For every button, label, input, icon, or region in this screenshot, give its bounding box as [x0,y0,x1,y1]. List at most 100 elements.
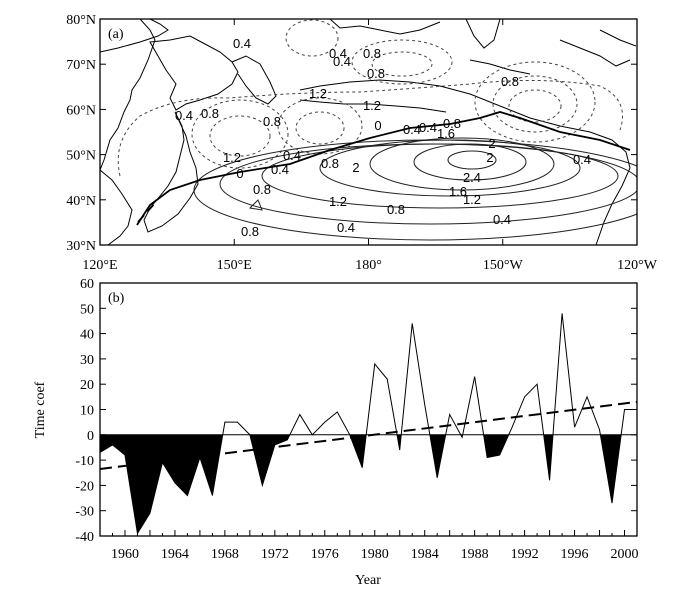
contour-label: 0.4 [573,152,591,167]
lon-tick-label: 120°E [82,258,117,273]
chart-panel-label: (b) [108,291,125,306]
y-tick-label: 0 [87,429,94,444]
contour-label: 1.2 [463,192,481,207]
contour-label: 0.4 [283,148,301,163]
y-tick-label: 60 [80,277,94,292]
contour-label: 0.8 [367,66,385,81]
alaska-coastline [299,79,631,245]
contour-label: 0 [374,118,381,133]
pos-contour [369,137,555,191]
lat-tick-label: 80°N [66,13,96,28]
y-tick-label: -10 [75,454,94,469]
y-tick-label: -40 [75,530,94,545]
contour-label: 0 [236,166,243,181]
x-tick-label: 1968 [211,547,239,562]
contour-label: 0.4 [271,162,289,177]
neg-contour [474,61,596,143]
x-tick-label: 1960 [111,547,139,562]
x-axis: 1960 1964 1968 1972 1976 1980 1984 1988 1992 1996… [99,530,639,562]
contour-label: 1.2 [363,98,381,113]
y-tick-label: 20 [80,378,94,393]
x-tick-label: 1988 [461,547,489,562]
x-tick-label: 1992 [511,547,539,562]
contour-label: 1.6 [437,126,455,141]
contour-labels: 0.40.4 0.80.40.81.21.20.4 0.80.80.40.81.2 0… [175,36,591,239]
y-tick-label: 30 [80,353,94,368]
x-tick-label: 1972 [261,547,289,562]
lat-axis: 80°N 70°N 60°N 50°N 40°N 30°N [66,13,637,254]
lon-tick-label: 150°W [483,258,524,273]
map-content: 0.40.4 0.80.40.81.21.20.4 0.80.80.40.81.2 0… [100,19,637,245]
x-tick-label: 1980 [361,547,389,562]
x-tick-label: 2000 [611,547,639,562]
x-tick-label: 1996 [561,547,589,562]
lon-tick-label: 150°E [217,258,252,273]
aleutian-islands [299,29,637,113]
lon-tick-label: 120°W [617,258,658,273]
pos-contour [319,139,581,197]
contour-label: 0.4 [333,54,351,69]
neg-contour [351,39,453,85]
neg-contour [191,99,289,169]
pos-contour [261,143,619,209]
pos-contour [248,199,263,211]
zero-contour [136,111,631,226]
contour-label: 0.8 [363,46,381,61]
neg-contour [285,19,339,57]
y-tick-label: 50 [80,302,94,317]
contour-label: 1.2 [223,150,241,165]
contour-label: 0.4 [175,108,193,123]
y-axis: 60 50 40 30 20 10 0 -10 -20 -30 -40 [75,277,637,545]
contour-label: 0.8 [241,224,259,239]
y-tick-label: 10 [80,404,94,419]
korea-china-outline [100,169,133,245]
negative-fill [100,434,637,534]
contour-label: 0.8 [387,202,405,217]
y-tick-label: -30 [75,505,94,520]
y-axis-label: Time coef [33,381,48,438]
contour-label: 1.2 [329,194,347,209]
contour-label: 0.4 [329,46,347,61]
lat-tick-label: 50°N [66,149,96,164]
kamchatka-outline [231,55,277,105]
lat-tick-label: 60°N [66,103,96,118]
zero-contour-dash [137,201,157,223]
contour-label: 0.8 [321,156,339,171]
x-tick-label: 1984 [411,547,439,562]
contour-label: 0.4 [493,212,511,227]
contour-label: 1.6 [449,184,467,199]
neg-contour [508,89,562,123]
lat-tick-label: 30°N [66,239,96,254]
pos-contour [413,143,527,181]
contour-label: 0.4 [419,120,437,135]
x-axis-label: Year [355,573,381,588]
neg-contour [209,115,271,157]
contour-label: 0.4 [233,36,251,51]
y-tick-label: 40 [80,328,94,343]
lon-tick-label: 180° [355,258,382,273]
neg-contour [295,111,345,145]
contour-label: 0.8 [443,116,461,131]
neg-contour [117,79,623,177]
series-line [100,313,637,535]
contour-label: 0.8 [263,114,281,129]
contour-label: 0.8 [201,106,219,121]
contour-label: 2 [486,150,493,165]
trend-line [100,400,637,470]
arctic-coast [329,19,631,67]
north-america-land [465,19,501,49]
contour-label: 0.8 [253,182,271,197]
y-tick-label: -20 [75,479,94,494]
contour-label: 0.4 [403,122,421,137]
asia-coastline [100,19,169,171]
contour-label: 0.4 [337,220,355,235]
contour-label: 2 [488,136,495,151]
lon-axis: 120°E 150°E 180° 150°W 120°W [82,19,658,273]
chart-frame [99,282,638,537]
contour-label: 2 [352,160,359,175]
map-panel: 0.40.4 0.80.40.81.21.20.4 0.80.80.40.81.2 0… [66,13,658,273]
contour-label: 1.2 [309,86,327,101]
neg-contour [492,75,578,133]
lat-tick-label: 40°N [66,194,96,209]
